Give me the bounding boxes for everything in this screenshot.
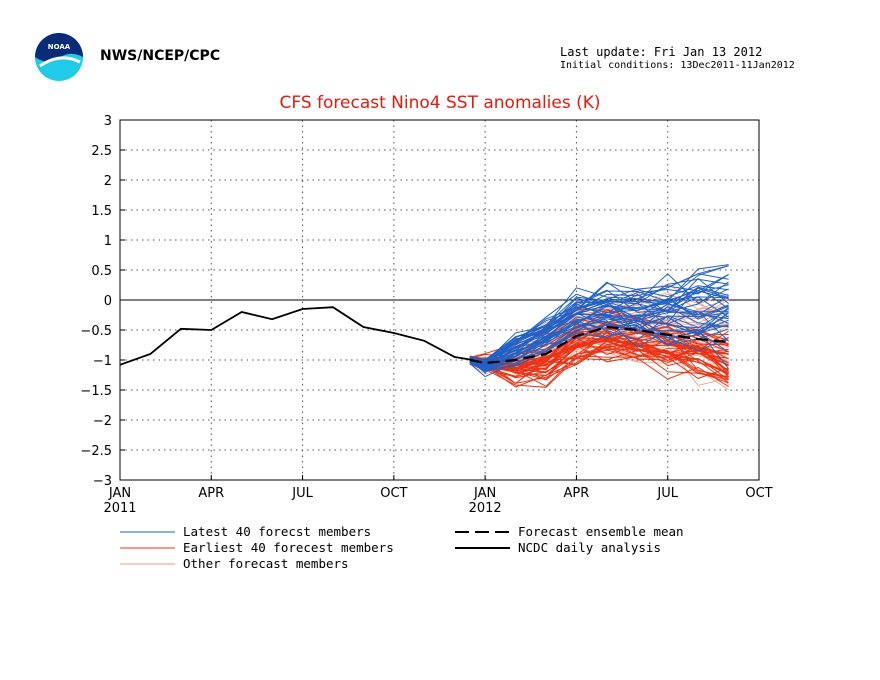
latest-member-line	[469, 303, 729, 366]
x-tick-label: JUL	[656, 486, 678, 501]
plot-frame	[119, 119, 760, 481]
latest-member-line	[469, 315, 729, 370]
earliest-member-line	[469, 349, 729, 377]
latest-member-line	[469, 316, 729, 372]
last-update-label: Last update: Fri Jan 13 2012	[560, 45, 762, 59]
legend-label: Other forecast members	[183, 556, 349, 571]
x-tick-label: JAN	[473, 486, 496, 501]
x-tick-label: JAN	[108, 486, 131, 501]
x-tick-label: OCT	[745, 486, 772, 501]
x-tick-label: APR	[198, 486, 224, 501]
grid-layer	[120, 120, 759, 480]
y-tick-label: −1	[93, 354, 112, 369]
ensemble-mean-line	[469, 325, 729, 365]
x-tick-label: JUL	[291, 486, 313, 501]
latest-member-line	[469, 273, 729, 363]
latest-member-line	[469, 277, 729, 367]
x-tick-label: APR	[564, 486, 590, 501]
logo-text: NOAA	[48, 43, 71, 51]
y-tick-label: −3	[93, 474, 112, 489]
y-tick-label: −0.5	[80, 324, 112, 339]
legend-label: NCDC daily analysis	[518, 540, 661, 555]
org-label: NWS/NCEP/CPC	[100, 48, 220, 64]
legend-label: Earliest 40 forecest members	[183, 540, 394, 555]
noaa-logo: NOAA	[35, 33, 83, 81]
earliest-member-line	[469, 336, 729, 381]
y-tick-label: 0.5	[91, 264, 112, 279]
x-tick-year: 2012	[469, 501, 502, 516]
latest-member-line	[469, 273, 729, 364]
chart-title: CFS forecast Nino4 SST anomalies (K)	[279, 93, 600, 113]
y-tick-label: 1	[104, 234, 112, 249]
tick-layer: 32.521.510.50−0.5−1−1.5−2−2.5−3JAN2011AP…	[80, 114, 772, 516]
x-tick-label: OCT	[380, 486, 407, 501]
latest-member-line	[469, 306, 729, 371]
initial-conditions-label: Initial conditions: 13Dec2011-11Jan2012	[560, 60, 795, 71]
series-layer	[119, 264, 729, 391]
analysis-line	[119, 306, 474, 366]
x-tick-year: 2011	[103, 501, 136, 516]
y-tick-label: 2	[104, 174, 112, 189]
latest-member-line	[469, 319, 729, 372]
earliest-member-line	[469, 343, 729, 384]
y-tick-label: 3	[104, 114, 112, 129]
y-tick-label: 0	[104, 294, 112, 309]
latest-member-line	[469, 311, 729, 368]
y-tick-label: 2.5	[91, 144, 112, 159]
y-tick-label: 1.5	[91, 204, 112, 219]
y-tick-label: −1.5	[80, 384, 112, 399]
latest-member-line	[469, 312, 729, 370]
y-tick-label: −2	[93, 414, 112, 429]
y-tick-label: −2.5	[80, 444, 112, 459]
latest-member-line	[469, 290, 729, 368]
legend-label: Latest 40 forecst members	[183, 524, 371, 539]
legend-label: Forecast ensemble mean	[518, 524, 684, 539]
latest-member-line	[469, 304, 729, 363]
